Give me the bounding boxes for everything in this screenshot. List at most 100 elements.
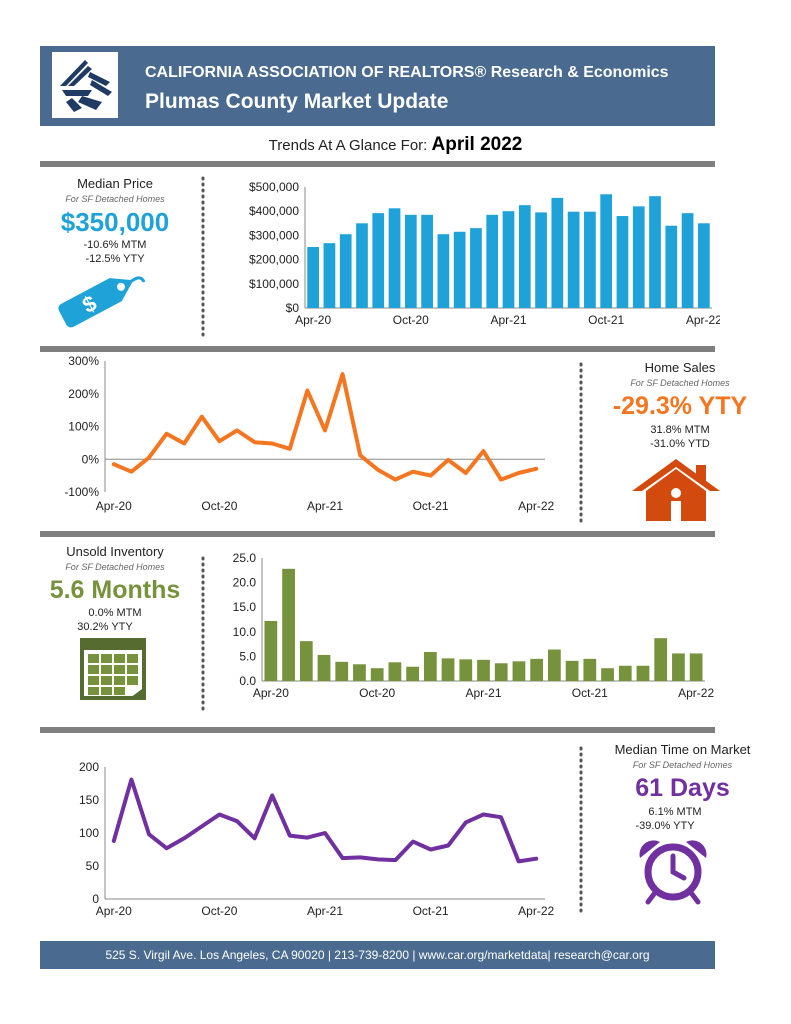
chart-bar xyxy=(339,234,352,308)
x-tick-label: Oct-21 xyxy=(572,686,608,700)
series-line xyxy=(111,372,539,482)
x-tick-label: Apr-20 xyxy=(295,313,331,327)
chart-bar xyxy=(530,658,544,681)
chart-bar xyxy=(632,206,645,308)
data-point xyxy=(288,834,292,838)
chart-bar xyxy=(335,661,349,681)
y-tick-label: $200,000 xyxy=(249,253,299,267)
data-point xyxy=(376,468,380,472)
data-point xyxy=(200,824,204,828)
x-tick-label: Apr-21 xyxy=(465,686,501,700)
y-tick-label: 25.0 xyxy=(233,551,257,565)
price-tag-icon: $ xyxy=(48,268,148,335)
median-price-mtm: -10.6% MTM xyxy=(83,239,147,251)
x-tick-label: Oct-21 xyxy=(413,499,449,513)
chart-bar xyxy=(567,211,580,308)
y-tick-label: 200 xyxy=(79,760,99,774)
y-tick-label: 0 xyxy=(92,892,99,906)
chart-bar xyxy=(470,228,482,308)
chart-bar xyxy=(486,214,499,308)
chart-bar xyxy=(299,641,313,681)
page-title: Plumas County Market Update xyxy=(145,90,449,113)
y-tick-label: -100% xyxy=(64,485,99,499)
inventory-sub: For SF Detached Homes xyxy=(65,562,165,572)
data-point xyxy=(217,813,221,817)
chart-bar xyxy=(453,231,466,308)
time-on-market-yty: -39.0% YTY xyxy=(635,820,695,832)
data-point xyxy=(129,470,133,474)
data-point xyxy=(253,836,257,840)
chart-bar xyxy=(372,213,385,308)
alarm-clock-icon xyxy=(632,836,714,911)
y-tick-label: 100 xyxy=(79,826,99,840)
chart-bar xyxy=(437,234,450,308)
data-point xyxy=(429,474,433,478)
data-point xyxy=(235,428,239,432)
data-point xyxy=(182,836,186,840)
inventory-mtm: 0.0% MTM xyxy=(88,607,142,619)
x-tick-label: Oct-21 xyxy=(588,313,624,327)
data-point xyxy=(341,856,345,860)
y-tick-label: $0 xyxy=(286,301,300,315)
section-divider xyxy=(40,161,715,167)
home-sales-sub: For SF Detached Homes xyxy=(630,378,730,388)
inventory-yty: 30.2% YTY xyxy=(77,621,133,633)
header-banner xyxy=(40,46,715,126)
time-on-market-value: 61 Days xyxy=(635,774,730,802)
y-tick-label: 15.0 xyxy=(233,600,257,614)
chart-bar xyxy=(421,214,433,308)
y-tick-label: 0% xyxy=(82,452,100,466)
data-point xyxy=(147,456,151,460)
chart-bar xyxy=(697,223,710,308)
x-tick-label: Apr-22 xyxy=(678,686,714,700)
chart-bar xyxy=(618,665,632,681)
data-point xyxy=(129,778,133,782)
time-on-market-sub: For SF Detached Homes xyxy=(632,760,733,770)
y-tick-label: $100,000 xyxy=(249,277,299,291)
y-tick-label: 200% xyxy=(68,387,99,401)
chart-bar xyxy=(551,197,564,308)
chart-bar xyxy=(323,243,336,308)
chart-bar xyxy=(353,664,366,681)
data-point xyxy=(165,846,169,850)
x-tick-label: Apr-21 xyxy=(307,499,343,513)
chart-bar xyxy=(548,649,561,681)
chart-bar xyxy=(282,568,295,681)
home-sales-value: -29.3% YTY xyxy=(612,392,748,420)
chart-bar xyxy=(601,668,614,681)
median-price-chart: $0 $100,000 $200,000 $300,000 $400,000 $500,0… xyxy=(249,180,720,327)
data-point xyxy=(393,478,397,482)
dotted-separator xyxy=(579,362,583,528)
x-tick-label: Apr-22 xyxy=(518,904,554,918)
inventory-value: 5.6 Months xyxy=(49,576,181,604)
median-price-label: Median Price xyxy=(77,176,153,191)
data-point xyxy=(358,453,362,457)
data-point xyxy=(481,813,485,817)
chart-bar xyxy=(665,225,678,308)
chart-bar xyxy=(600,194,613,308)
home-sales-chart: -100% 0% 100% 200% 300% Apr-20 Oct-20 Apr-21 Oct… xyxy=(64,354,554,513)
chart-bar xyxy=(512,661,526,681)
chart-bar xyxy=(317,654,331,681)
data-point xyxy=(534,467,538,471)
data-point xyxy=(393,858,397,862)
home-sales-mtm: 31.8% MTM xyxy=(650,424,710,436)
org-name: CALIFORNIA ASSOCIATION OF REALTORS® Rese… xyxy=(145,64,669,81)
y-tick-label: $400,000 xyxy=(249,204,299,218)
time-on-market-mtm: 6.1% MTM xyxy=(648,806,702,818)
car-logo xyxy=(52,52,118,118)
y-tick-label: 20.0 xyxy=(233,576,257,590)
time-on-market-chart: 0 50 100 150 200 Apr-20 Oct-20 Apr-21 Oct-21 Apr-… xyxy=(79,760,555,918)
time-on-market-label: Median Time on Market xyxy=(614,742,751,757)
data-point xyxy=(499,478,503,482)
data-point xyxy=(464,471,468,475)
data-point xyxy=(534,857,538,861)
chart-bar xyxy=(583,658,597,681)
data-point xyxy=(235,819,239,823)
x-tick-label: Oct-21 xyxy=(413,904,449,918)
x-tick-label: Apr-20 xyxy=(253,686,289,700)
y-tick-label: 50 xyxy=(86,859,100,873)
chart-bar xyxy=(654,638,668,681)
trends-heading: Trends At A Glance For: April 2022 xyxy=(0,134,791,156)
data-point xyxy=(481,449,485,453)
